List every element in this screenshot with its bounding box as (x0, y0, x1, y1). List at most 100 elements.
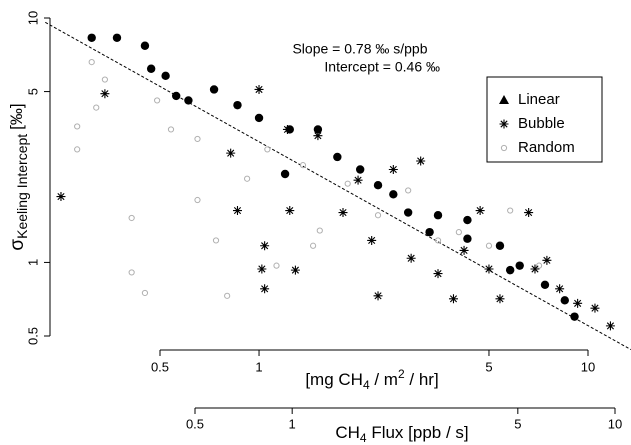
point (333, 152, 342, 162)
point (405, 187, 412, 194)
point (535, 262, 543, 269)
point (406, 253, 416, 263)
point (273, 262, 280, 269)
x2-tick-label: 1 (289, 416, 296, 431)
point (373, 180, 383, 190)
point (226, 148, 236, 158)
point (171, 91, 181, 101)
y-title-symbol: σ (7, 239, 28, 251)
x-tick-label: 1 (255, 359, 262, 374)
point (389, 190, 398, 199)
point (344, 180, 351, 187)
y-tick-label: 5 (25, 88, 40, 95)
point (299, 162, 307, 169)
point (459, 245, 469, 255)
point (403, 208, 413, 217)
point (161, 71, 170, 81)
point (433, 211, 443, 220)
annotation: Slope = 0.78 ‰ s/ppb (292, 41, 427, 57)
point (555, 284, 565, 294)
point (540, 280, 550, 289)
point (570, 312, 579, 321)
y-title-unit: [‰] (7, 103, 26, 129)
x-tick-label: 5 (485, 359, 492, 374)
point (416, 156, 426, 166)
point (425, 227, 434, 237)
x-tick-label: 0.5 (151, 359, 169, 374)
point (560, 296, 569, 305)
point (485, 242, 493, 249)
point (260, 284, 270, 294)
point (484, 264, 494, 274)
x2-title-part: Flux [ppb / s] (367, 423, 469, 442)
point (605, 321, 615, 331)
point (264, 146, 271, 153)
point (524, 208, 534, 218)
point (530, 264, 540, 274)
x-title-part: / m (370, 370, 398, 389)
point (338, 208, 348, 218)
x-axis-title: [mg CH4 / m2 / hr] (305, 367, 438, 392)
point (93, 104, 100, 111)
point (167, 126, 175, 133)
point (475, 206, 485, 216)
legend-symbol (499, 95, 509, 104)
point (507, 207, 514, 214)
point (434, 237, 442, 244)
fit-line (45, 21, 631, 351)
point (463, 215, 472, 225)
point (448, 294, 458, 304)
legend-symbol (499, 119, 509, 129)
point (254, 84, 264, 94)
point (433, 269, 443, 279)
point (285, 206, 295, 216)
point (224, 292, 231, 299)
point (290, 265, 300, 275)
x-title-part: 2 (398, 367, 405, 381)
point (374, 212, 382, 219)
point (316, 227, 323, 234)
point (455, 229, 462, 236)
point (232, 206, 242, 216)
point (128, 269, 135, 276)
point (590, 303, 600, 313)
x-title-part: 4 (363, 378, 370, 392)
point (313, 131, 323, 141)
point (257, 264, 267, 274)
point (495, 294, 505, 304)
point (146, 64, 156, 73)
point (140, 41, 150, 50)
point (280, 169, 290, 179)
point (74, 123, 81, 130)
point (74, 146, 81, 153)
point (87, 33, 96, 42)
x2-tick-label: 0.5 (186, 416, 204, 431)
point (254, 113, 264, 123)
point (141, 289, 149, 297)
point (515, 261, 524, 270)
point (505, 265, 515, 275)
point (128, 214, 135, 222)
point (101, 76, 109, 83)
point (353, 175, 363, 185)
point (309, 242, 317, 249)
legend-label: Linear (518, 91, 560, 108)
y-axis-title: σKeeling Intercept [‰] (7, 103, 30, 250)
x2-tick-label: 10 (608, 416, 622, 431)
x2-tick-label: 5 (514, 416, 521, 431)
point (88, 59, 95, 66)
y-tick-label: 1 (25, 259, 40, 266)
point (56, 192, 66, 202)
point (313, 125, 323, 134)
point (184, 96, 193, 105)
point (209, 85, 219, 94)
x2-title-part: CH (335, 423, 360, 442)
annotation: Intercept = 0.46 ‰ (324, 59, 440, 75)
point (194, 135, 201, 143)
point (495, 241, 505, 250)
point (244, 175, 251, 182)
point (388, 164, 398, 174)
point (355, 165, 365, 174)
point (542, 255, 552, 265)
y-title-subscript: Keeling Intercept (14, 134, 30, 239)
